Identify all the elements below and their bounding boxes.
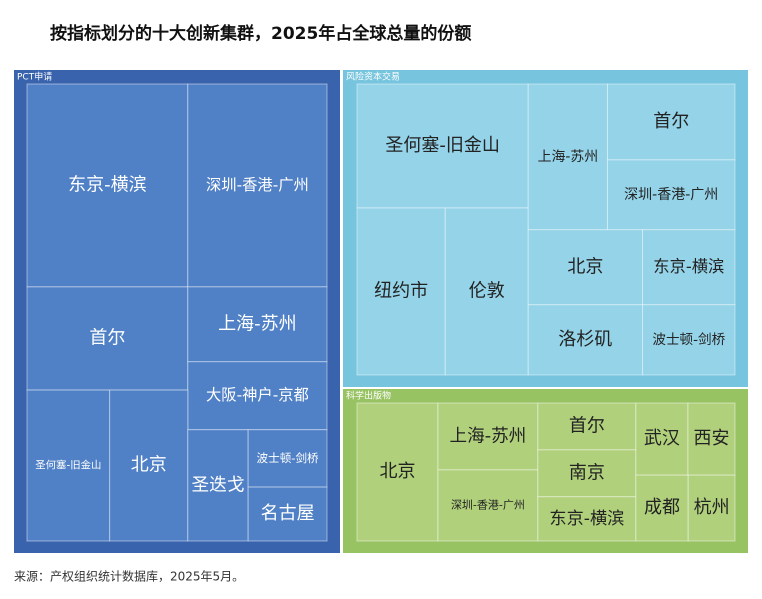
tile-label: 东京-横滨 bbox=[68, 174, 147, 195]
tile bbox=[635, 402, 689, 476]
tile-label: 成都 bbox=[644, 497, 680, 518]
tile bbox=[247, 429, 328, 488]
tile-label: 首尔 bbox=[569, 415, 605, 436]
tile-label: 北京 bbox=[567, 256, 603, 277]
tile-label: 纽约市 bbox=[374, 280, 428, 301]
tile bbox=[356, 207, 446, 376]
tile bbox=[26, 389, 111, 542]
tile bbox=[356, 83, 529, 209]
tile-label: 上海-苏州 bbox=[218, 313, 297, 334]
tile bbox=[642, 229, 736, 306]
tile-label: 南京 bbox=[569, 462, 605, 483]
tile-label: 伦敦 bbox=[469, 280, 505, 301]
tile bbox=[537, 402, 637, 451]
tile bbox=[437, 402, 539, 471]
tile-label: 杭州 bbox=[694, 497, 730, 518]
tile bbox=[187, 286, 328, 363]
tile-label: 北京 bbox=[131, 455, 167, 476]
tile bbox=[606, 83, 736, 161]
tile-label: 波士顿-剑桥 bbox=[652, 332, 725, 348]
tile-label: 洛杉矶 bbox=[558, 329, 612, 350]
tile bbox=[687, 474, 736, 542]
tile bbox=[187, 83, 328, 288]
tile-label: 圣何塞-旧金山 bbox=[385, 135, 500, 156]
chart-title: 按指标划分的十大创新集群，2025年占全球总量的份额 bbox=[50, 23, 471, 44]
tile bbox=[527, 229, 644, 306]
panel-label: 风险资本交易 bbox=[346, 71, 400, 83]
tile-label: 深圳-香港-广州 bbox=[624, 187, 718, 203]
tile-label: 圣迭戈 bbox=[191, 474, 244, 495]
tile-label: 大阪-神户-京都 bbox=[206, 386, 309, 404]
tile-label: 圣何塞-旧金山 bbox=[35, 459, 101, 472]
tile-label: 东京-横滨 bbox=[653, 257, 724, 276]
tile-label: 深圳-香港-广州 bbox=[206, 176, 309, 194]
tile bbox=[437, 469, 539, 542]
tile bbox=[642, 304, 736, 376]
tile-label: 名古屋 bbox=[261, 503, 315, 524]
tile-label: 西安 bbox=[693, 428, 729, 449]
tile-label: 武汉 bbox=[644, 428, 680, 449]
tile bbox=[26, 286, 189, 391]
tile bbox=[527, 83, 608, 231]
tile bbox=[109, 389, 189, 542]
tile bbox=[247, 486, 328, 542]
tile-label: 波士顿-剑桥 bbox=[257, 451, 320, 465]
tile bbox=[537, 496, 637, 542]
source-note: 来源：产权组织统计数据库，2025年5月。 bbox=[14, 569, 244, 584]
panel-label: PCT申请 bbox=[17, 71, 52, 83]
tile-label: 北京 bbox=[379, 461, 415, 482]
tile-label: 上海-苏州 bbox=[538, 149, 599, 165]
tile bbox=[356, 402, 439, 542]
tile-label: 上海-苏州 bbox=[450, 426, 527, 446]
tile bbox=[26, 83, 189, 288]
tile bbox=[187, 429, 249, 542]
tile-label: 首尔 bbox=[653, 111, 689, 132]
panel-label: 科学出版物 bbox=[346, 390, 391, 402]
tile bbox=[537, 449, 637, 498]
tile-label: 东京-横滨 bbox=[549, 509, 624, 529]
tile bbox=[444, 207, 529, 376]
tile bbox=[687, 402, 736, 476]
tile bbox=[606, 159, 736, 231]
tile-label: 深圳-香港-广州 bbox=[451, 498, 525, 511]
tile-label: 首尔 bbox=[89, 328, 125, 349]
